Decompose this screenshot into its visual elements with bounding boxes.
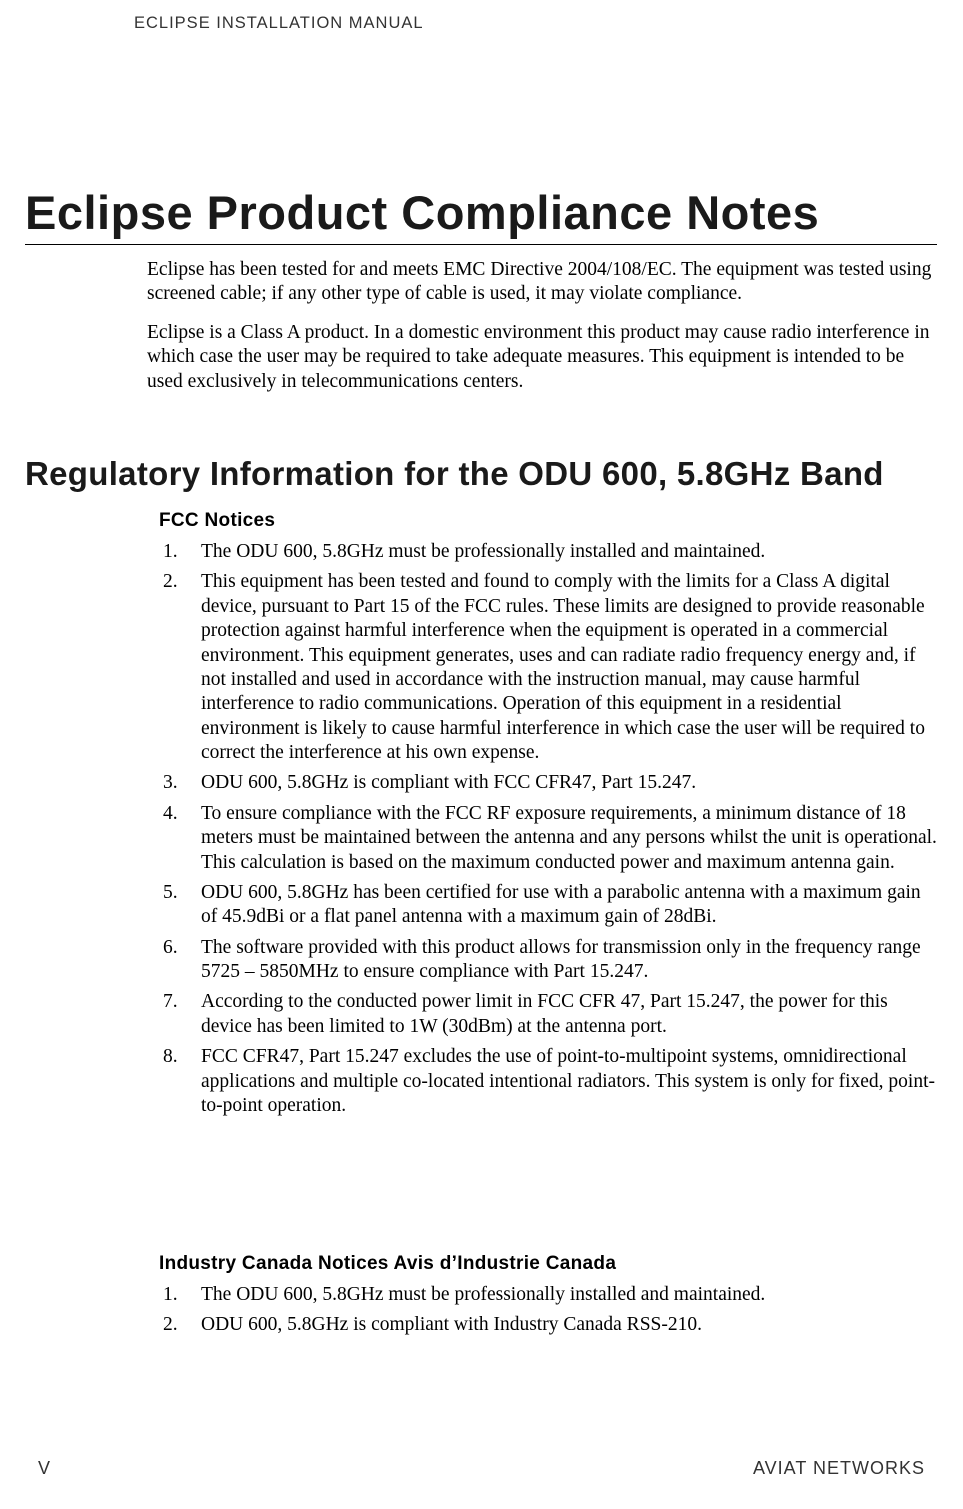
- footer-brand: AVIAT NETWORKS: [753, 1458, 925, 1479]
- fcc-notices-block: FCC Notices The ODU 600, 5.8GHz must be …: [159, 510, 937, 1124]
- industry-canada-block: Industry Canada Notices Avis d’Industrie…: [159, 1253, 937, 1344]
- intro-paragraph: Eclipse is a Class A product. In a domes…: [147, 321, 937, 394]
- list-item: ODU 600, 5.8GHz is compliant with FCC CF…: [159, 771, 937, 795]
- fcc-notices-heading: FCC Notices: [159, 510, 937, 532]
- intro-paragraph: Eclipse has been tested for and meets EM…: [147, 258, 937, 307]
- list-item: FCC CFR47, Part 15.247 excludes the use …: [159, 1045, 937, 1118]
- list-item: To ensure compliance with the FCC RF exp…: [159, 802, 937, 875]
- list-item: ODU 600, 5.8GHz is compliant with Indust…: [159, 1313, 937, 1337]
- list-item: According to the conducted power limit i…: [159, 990, 937, 1039]
- list-item: ODU 600, 5.8GHz has been certified for u…: [159, 881, 937, 930]
- fcc-notices-list: The ODU 600, 5.8GHz must be professional…: [159, 540, 937, 1118]
- list-item: The ODU 600, 5.8GHz must be professional…: [159, 1283, 937, 1307]
- industry-canada-list: The ODU 600, 5.8GHz must be professional…: [159, 1283, 937, 1338]
- page-title: Eclipse Product Compliance Notes: [25, 185, 937, 245]
- industry-canada-heading: Industry Canada Notices Avis d’Industrie…: [159, 1253, 937, 1275]
- intro-block: Eclipse has been tested for and meets EM…: [147, 258, 937, 408]
- page-number: V: [38, 1458, 51, 1479]
- section-heading-regulatory: Regulatory Information for the ODU 600, …: [25, 455, 884, 493]
- list-item: This equipment has been tested and found…: [159, 570, 937, 765]
- list-item: The ODU 600, 5.8GHz must be professional…: [159, 540, 937, 564]
- list-item: The software provided with this product …: [159, 936, 937, 985]
- running-header: ECLIPSE INSTALLATION MANUAL: [134, 14, 424, 33]
